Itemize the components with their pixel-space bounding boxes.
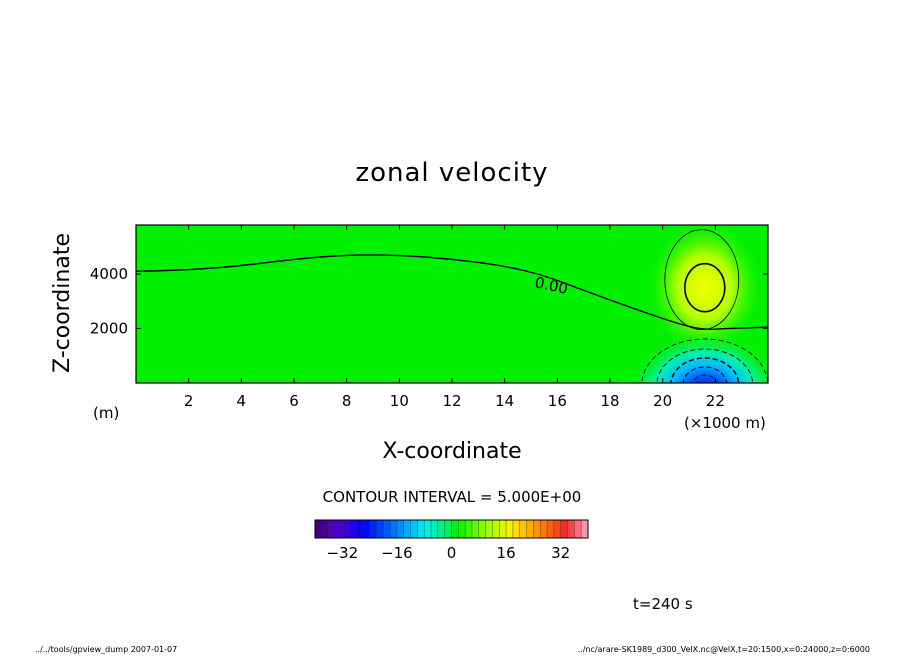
x-tick-label: 4 — [237, 392, 247, 410]
colorbar-tick-label: −16 — [381, 544, 413, 562]
colorbar-cell — [342, 520, 350, 538]
colorbar-cell — [471, 520, 480, 538]
colorbar-cell — [581, 520, 589, 538]
colorbar-cell — [526, 520, 534, 538]
colorbar-cell — [465, 520, 473, 538]
time-label: t=240 s — [633, 595, 693, 613]
colorbar-cell — [451, 520, 459, 538]
contour-zero-line — [136, 254, 768, 331]
colorbar-cell — [396, 520, 405, 538]
colorbar-cell — [444, 520, 452, 538]
colorbar-cell — [315, 520, 323, 538]
colorbar-cell — [512, 520, 521, 538]
colorbar-cell — [574, 520, 582, 538]
colorbar-cell — [540, 520, 548, 538]
colorbar-cell — [458, 520, 466, 538]
colorbar-cell — [349, 520, 357, 538]
chart-title: zonal velocity — [355, 158, 548, 188]
colorbar-cell — [492, 520, 500, 538]
contour-positive-outer — [664, 229, 740, 331]
colorbar-cell — [560, 520, 568, 538]
colorbar-tick-label: 0 — [447, 544, 457, 562]
colorbar-cell — [567, 520, 575, 538]
colorbar-cell — [376, 520, 384, 538]
x-tick-label: 8 — [342, 392, 352, 410]
x-axis-label: X-coordinate — [382, 439, 521, 464]
colorbar-cell — [478, 520, 487, 538]
colorbar-cell — [424, 520, 432, 538]
colorbar-cell — [410, 520, 418, 538]
x-tick-label: 20 — [653, 392, 672, 410]
x-tick-label: 22 — [706, 392, 725, 410]
colorbar-cell — [369, 520, 377, 538]
colorbar-cell — [547, 520, 555, 538]
footer-left-note: ../../tools/gpview_dump 2007-01-07 — [35, 645, 177, 654]
x-tick-label: 16 — [548, 392, 567, 410]
colorbar-cell — [355, 520, 364, 538]
colorbar-cell — [321, 520, 330, 538]
colorbar-cell — [485, 520, 493, 538]
x-tick-label: 14 — [495, 392, 514, 410]
colorbar-cell — [417, 520, 425, 538]
colorbar-cell — [403, 520, 411, 538]
colorbar-frame — [314, 519, 589, 539]
x-tick-label: 18 — [600, 392, 619, 410]
contour-negative-1 — [641, 338, 768, 383]
contour-negative-5 — [692, 374, 718, 383]
z-tick-label: 2000 — [90, 320, 128, 338]
colorbar-cell — [362, 520, 370, 538]
x-tick-label: 2 — [184, 392, 194, 410]
colorbar-tick-label: 16 — [497, 544, 516, 562]
x-axis-unit: (m) — [93, 404, 119, 422]
colorbar-tick-label: 32 — [551, 544, 570, 562]
colorbar: −32 −16 0 16 32 — [314, 519, 589, 562]
x-axis-scale-note: (×1000 m) — [684, 414, 766, 432]
plot-area — [136, 225, 768, 383]
contour-positive-inner — [683, 262, 726, 313]
colorbar-cell — [383, 520, 391, 538]
footer-right-note: ../nc/arare-SK1989_d300_VelX.nc@VelX,t=2… — [578, 645, 870, 654]
colorbar-cell — [390, 520, 398, 538]
colorbar-tick-label: −32 — [326, 544, 358, 562]
colorbar-cell — [335, 520, 343, 538]
colorbar-cell — [499, 520, 507, 538]
colorbar-cell — [431, 520, 439, 538]
colorbar-cell — [437, 520, 446, 538]
z-tick-label: 4000 — [90, 265, 128, 283]
x-tick-label: 12 — [442, 392, 461, 410]
colorbar-cell — [506, 520, 514, 538]
colorbar-cell — [553, 520, 562, 538]
x-tick-label: 6 — [289, 392, 299, 410]
y-axis-label: Z-coordinate — [50, 233, 75, 373]
contour-interval-text: CONTOUR INTERVAL = 5.000E+00 — [323, 488, 582, 506]
x-tick-label: 10 — [390, 392, 409, 410]
colorbar-cell — [519, 520, 527, 538]
colorbar-cell — [328, 520, 336, 538]
colorbar-cell — [533, 520, 541, 538]
negative-core — [626, 318, 768, 383]
